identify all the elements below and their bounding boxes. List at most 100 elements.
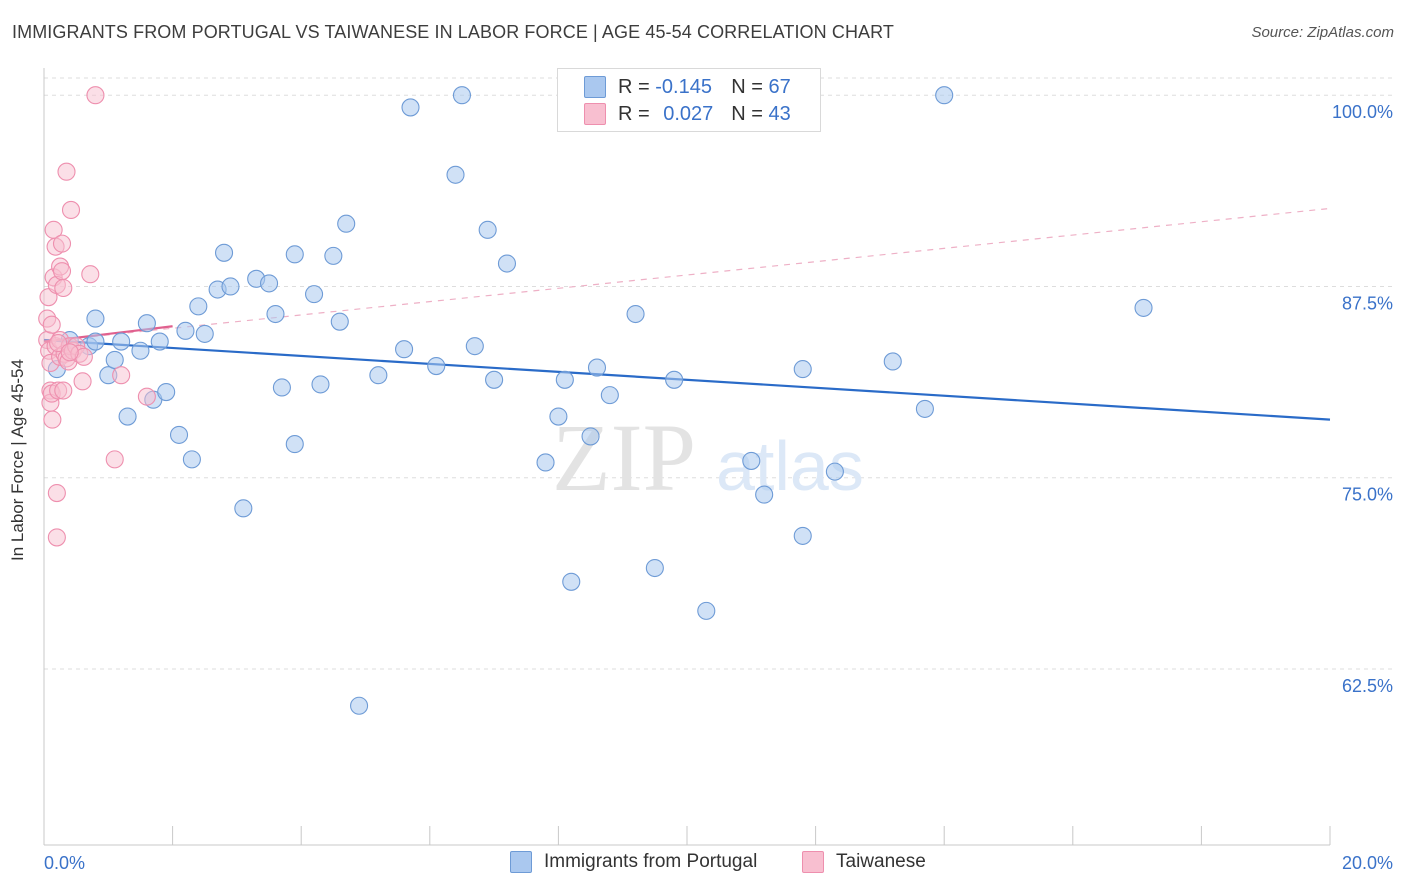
portugal-point: [86, 332, 105, 351]
portugal-point: [915, 399, 934, 418]
x-tick-label-max: 20.0%: [1342, 853, 1393, 873]
portugal-point: [234, 499, 253, 518]
portugal-point: [285, 245, 304, 264]
portugal-point: [169, 425, 189, 444]
portugal-point: [755, 485, 774, 504]
taiwanese-point: [81, 265, 100, 284]
data-points: [38, 86, 1153, 715]
y-tick-label: 62.5%: [1342, 676, 1393, 696]
x-tick-label-min: 0.0%: [44, 853, 85, 873]
portugal-point: [555, 370, 574, 389]
portugal-point: [285, 435, 304, 454]
portugal-point: [259, 274, 279, 293]
portugal-point: [330, 312, 349, 331]
portugal-point: [665, 370, 684, 389]
portugal-point: [883, 352, 902, 371]
y-axis-label: In Labor Force | Age 45-54: [8, 359, 27, 561]
portugal-point: [305, 285, 324, 304]
portugal-point: [935, 86, 954, 105]
r-label: R =: [618, 102, 650, 125]
portugal-point: [497, 254, 517, 273]
portugal-point: [1134, 298, 1153, 317]
taiwanese-n-value: 43: [768, 102, 791, 125]
n-label: N =: [731, 75, 763, 98]
portugal-point: [337, 214, 356, 233]
correlation-legend: R = -0.145 N = 67 R = 0.027 N = 43: [557, 68, 821, 132]
portugal-point: [86, 309, 105, 328]
watermark: ZIP atlas: [552, 404, 864, 511]
axes: [43, 68, 1331, 846]
legend-row-portugal: R = -0.145 N = 67: [584, 74, 791, 100]
portugal-point: [214, 243, 234, 262]
portugal-point: [395, 340, 414, 359]
portugal-legend-swatch: [510, 851, 532, 873]
portugal-point: [452, 86, 472, 105]
portugal-point: [697, 601, 716, 620]
taiwanese-point: [54, 278, 73, 298]
portugal-point: [118, 407, 137, 426]
portugal-point: [549, 407, 568, 426]
n-label: N =: [731, 102, 763, 125]
portugal-point: [587, 358, 607, 377]
legend-row-taiwanese: R = 0.027 N = 43: [584, 101, 791, 127]
portugal-point: [446, 165, 465, 184]
taiwanese-point: [112, 366, 131, 385]
taiwanese-point: [43, 410, 62, 429]
taiwanese-point: [86, 86, 105, 105]
portugal-point: [150, 332, 169, 351]
portugal-point: [272, 378, 291, 397]
taiwanese-point: [54, 381, 73, 400]
portugal-point: [536, 453, 555, 472]
y-tick-label: 75.0%: [1342, 485, 1393, 505]
taiwanese-r-value: 0.027: [663, 102, 714, 125]
taiwanese-point: [61, 200, 81, 220]
taiwanese-trendline-extended: [43, 207, 1331, 343]
portugal-point: [112, 332, 131, 351]
taiwanese-point: [47, 484, 66, 503]
source-label: Source: ZipAtlas.com: [1251, 24, 1394, 41]
r-label: R =: [618, 75, 650, 98]
taiwanese-legend-swatch: [802, 851, 824, 873]
portugal-point: [645, 558, 664, 578]
portugal-swatch: [584, 76, 606, 98]
portugal-point: [311, 375, 330, 394]
portugal-point: [221, 277, 240, 296]
portugal-point: [793, 360, 812, 379]
portugal-point: [742, 451, 761, 470]
portugal-point: [626, 304, 645, 324]
chart-title: IMMIGRANTS FROM PORTUGAL VS TAIWANESE IN…: [12, 22, 895, 42]
portugal-point: [600, 386, 619, 405]
portugal-point: [825, 462, 844, 481]
portugal-n-value: 67: [768, 75, 791, 98]
taiwanese-point: [60, 343, 79, 362]
portugal-point: [324, 246, 343, 265]
portugal-point: [176, 321, 195, 340]
portugal-point: [427, 356, 446, 376]
portugal-point: [266, 304, 285, 324]
portugal-point: [401, 98, 420, 117]
portugal-point: [195, 324, 214, 343]
watermark-zip: ZIP: [552, 404, 696, 511]
taiwanese-point: [73, 372, 92, 391]
taiwanese-point: [52, 234, 72, 253]
taiwanese-legend-label: Taiwanese: [836, 851, 926, 872]
portugal-point: [793, 526, 812, 545]
y-tick-label: 87.5%: [1342, 293, 1393, 313]
taiwanese-point: [105, 450, 124, 469]
portugal-point: [182, 450, 201, 469]
portugal-point: [157, 383, 176, 402]
portugal-point: [131, 341, 150, 360]
portugal-r-value: -0.145: [655, 75, 712, 98]
bottom-legend-portugal: Immigrants from Portugal: [510, 851, 757, 873]
portugal-legend-label: Immigrants from Portugal: [544, 851, 758, 872]
portugal-point: [478, 220, 497, 239]
taiwanese-point: [57, 162, 76, 181]
portugal-point: [485, 370, 504, 389]
grid-lines: [44, 77, 1392, 670]
taiwanese-point: [52, 262, 72, 281]
tick-labels: 62.5% 75.0% 87.5% 100.0% 0.0% 20.0%: [44, 102, 1393, 873]
portugal-point: [465, 337, 484, 356]
bottom-legend-taiwanese: Taiwanese: [802, 851, 926, 873]
portugal-point: [369, 366, 388, 385]
taiwanese-point: [47, 528, 66, 547]
